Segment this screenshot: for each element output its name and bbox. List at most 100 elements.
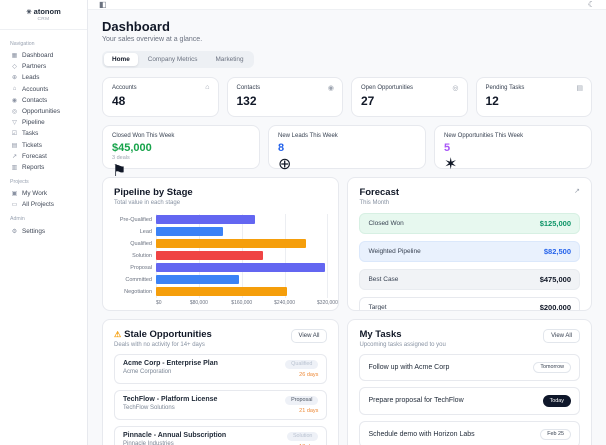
forecast-row-value: $125,000: [539, 218, 571, 228]
chart-x-tick: $240,000: [274, 299, 296, 306]
task-items: Follow up with Acme Corp Tomorrow Prepare …: [359, 353, 580, 445]
sidebar-item-accounts[interactable]: ⌂ Accounts: [9, 84, 78, 95]
leads-icon: ⊕: [11, 75, 18, 82]
stale-opportunities-panel: ⚠ Stale Opportunities Deals with no activ…: [102, 319, 340, 445]
chart-plot-area: [156, 238, 327, 250]
chart-row-lead: Lead: [114, 226, 327, 238]
sidebar-item-my-work[interactable]: ▣ My Work: [9, 188, 78, 199]
chart-plot-area: [156, 213, 329, 298]
highlight-value: 8: [278, 142, 285, 154]
sidebar-item-label: Settings: [22, 227, 46, 235]
sidebar-section-label: Admin: [10, 216, 25, 223]
pipeline-chart: Pre-Qualified Lead Qualified Solution Propos…: [114, 213, 338, 308]
tasks-icon: ☑: [11, 131, 18, 138]
tab-home[interactable]: Home: [104, 53, 138, 66]
partners-icon: ◇: [12, 64, 17, 71]
opportunity-name: Pinnacle - Annual Subscription: [123, 431, 227, 439]
chart-row-negotiation: Negotiation: [114, 286, 327, 298]
tasks-header-text: My Tasks Upcoming tasks assigned to you: [359, 329, 445, 348]
building-icon: ⌂: [205, 84, 210, 91]
kpi-card-contacts: Contacts 132 ◉: [226, 77, 343, 117]
checklist-icon: ▤: [576, 85, 583, 92]
tab-marketing[interactable]: Marketing: [215, 56, 244, 63]
target-icon: ◎: [452, 85, 459, 92]
chart-bar-pre-qualified: [156, 215, 256, 224]
sidebar-item-label: Opportunities: [22, 108, 61, 116]
sidebar-item-leads[interactable]: ⊕ Leads: [9, 72, 78, 83]
chart-category-label: Proposal: [130, 264, 152, 271]
stale-view-all-button[interactable]: View All: [290, 329, 328, 343]
dashboard-tabs: Home Company Metrics Marketing: [102, 51, 254, 68]
chart-x-axis: $0 $80,000 $160,000 $240,000 $320,000: [156, 299, 338, 308]
opportunity-name: TechFlow - Platform License: [123, 395, 218, 403]
tab-company-metrics[interactable]: Company Metrics: [147, 56, 198, 63]
sidebar: ✳ atonom CRM Navigation ▦ Dashboard ◇ Partne…: [0, 0, 88, 445]
sidebar-toggle-icon[interactable]: ◧: [99, 0, 107, 9]
sidebar-item-label: Leads: [22, 74, 40, 82]
chart-bar-negotiation: [156, 287, 288, 296]
sidebar-item-pipeline[interactable]: ▽ Pipeline: [9, 117, 78, 128]
tasks-subtitle: Upcoming tasks assigned to you: [359, 341, 446, 348]
highlight-card-closed-won-this-week: Closed Won This Week $45,000 3 deals ⚑: [102, 125, 260, 180]
sidebar-item-opportunities[interactable]: ◎ Opportunities: [9, 106, 78, 117]
sidebar-item-dashboard[interactable]: ▦ Dashboard: [9, 50, 78, 61]
page-title: Dashboard: [102, 19, 170, 34]
theme-toggle-icon[interactable]: ☾: [587, 0, 595, 9]
dashboard-content: Dashboard Your sales overview at a glanc…: [88, 10, 606, 445]
task-row[interactable]: Schedule demo with Horizon Labs Feb 25: [359, 420, 580, 445]
stage-badge: Proposal: [285, 395, 319, 406]
sidebar-item-all-projects[interactable]: ▭ All Projects: [9, 199, 78, 210]
my-work-icon: ▣: [11, 191, 18, 198]
page-subtitle: Your sales overview at a glance.: [102, 36, 203, 43]
sidebar-item-reports[interactable]: ▥ Reports: [9, 162, 78, 173]
accounts-icon: ⌂: [12, 86, 17, 93]
chart-row-committed: Committed: [114, 274, 327, 286]
forecast-row-value: $200,000: [539, 302, 571, 311]
chart-bar-qualified: [156, 239, 306, 248]
sidebar-item-label: Forecast: [22, 152, 47, 160]
tasks-view-all-button[interactable]: View All: [543, 329, 580, 343]
forecast-row-value: $475,000: [539, 274, 571, 284]
chart-x-tick: $160,000: [231, 299, 253, 306]
highlight-label: New Opportunities This Week: [444, 133, 524, 139]
my-tasks-panel: My Tasks Upcoming tasks assigned to you …: [347, 319, 592, 445]
task-row[interactable]: Prepare proposal for TechFlow Today: [359, 387, 580, 415]
forecast-header-text: Forecast This Month: [359, 187, 399, 206]
opportunity-company: Pinnacle Industries: [123, 441, 174, 445]
kpi-value: 12: [485, 94, 499, 108]
sidebar-section-label: Projects: [10, 179, 29, 186]
sidebar-item-settings[interactable]: ⚙ Settings: [9, 225, 78, 236]
chart-bar-proposal: [156, 263, 325, 272]
chart-row-qualified: Qualified: [114, 238, 327, 250]
sidebar-item-tickets[interactable]: ▤ Tickets: [9, 140, 78, 151]
user-plus-icon: ⊕: [278, 156, 292, 173]
stale-opportunity-row[interactable]: Acme Corp - Enterprise Plan Acme Corporat…: [114, 353, 328, 384]
forecast-row-best-case: Best Case $475,000: [359, 268, 580, 290]
chart-bar-solution: [156, 251, 264, 260]
chart-x-tick: $320,000: [317, 299, 338, 306]
highlight-value: 5: [444, 142, 451, 154]
chart-bar-committed: [156, 275, 240, 284]
sidebar-item-partners[interactable]: ◇ Partners: [9, 61, 78, 72]
forecast-row-target: Target $200,000: [359, 296, 580, 311]
forecast-row-label: Best Case: [368, 275, 399, 283]
stale-opportunity-text: TechFlow - Platform License TechFlow Solu…: [123, 396, 217, 412]
stale-opportunity-row[interactable]: TechFlow - Platform License TechFlow Solu…: [114, 389, 328, 420]
stale-header: ⚠ Stale Opportunities Deals with no activ…: [114, 329, 328, 348]
sidebar-item-tasks[interactable]: ☑ Tasks: [9, 128, 78, 139]
stale-opportunity-row[interactable]: Pinnacle - Annual Subscription Pinnacle I…: [114, 425, 328, 445]
sidebar-item-contacts[interactable]: ◉ Contacts: [9, 95, 78, 106]
pipeline-icon: ▽: [12, 120, 17, 127]
task-row[interactable]: Follow up with Acme Corp Tomorrow: [359, 353, 580, 382]
trophy-icon: ⚑: [112, 163, 127, 180]
chart-plot-area: [156, 226, 327, 238]
opportunity-company: TechFlow Solutions: [123, 405, 175, 412]
sidebar-item-forecast[interactable]: ↗ Forecast: [9, 151, 78, 162]
chart-category-label: Committed: [125, 276, 152, 283]
kpi-card-accounts: Accounts 48 ⌂: [102, 77, 219, 117]
kpi-card-pending-tasks: Pending Tasks 12 ▤: [475, 77, 592, 117]
task-name: Follow up with Acme Corp: [368, 363, 450, 371]
main-area: ◧ ☾ Dashboard Your sales overview at a g…: [88, 0, 606, 445]
sidebar-item-label: Contacts: [22, 96, 48, 104]
chart-row-pre-qualified: Pre-Qualified: [114, 213, 329, 298]
